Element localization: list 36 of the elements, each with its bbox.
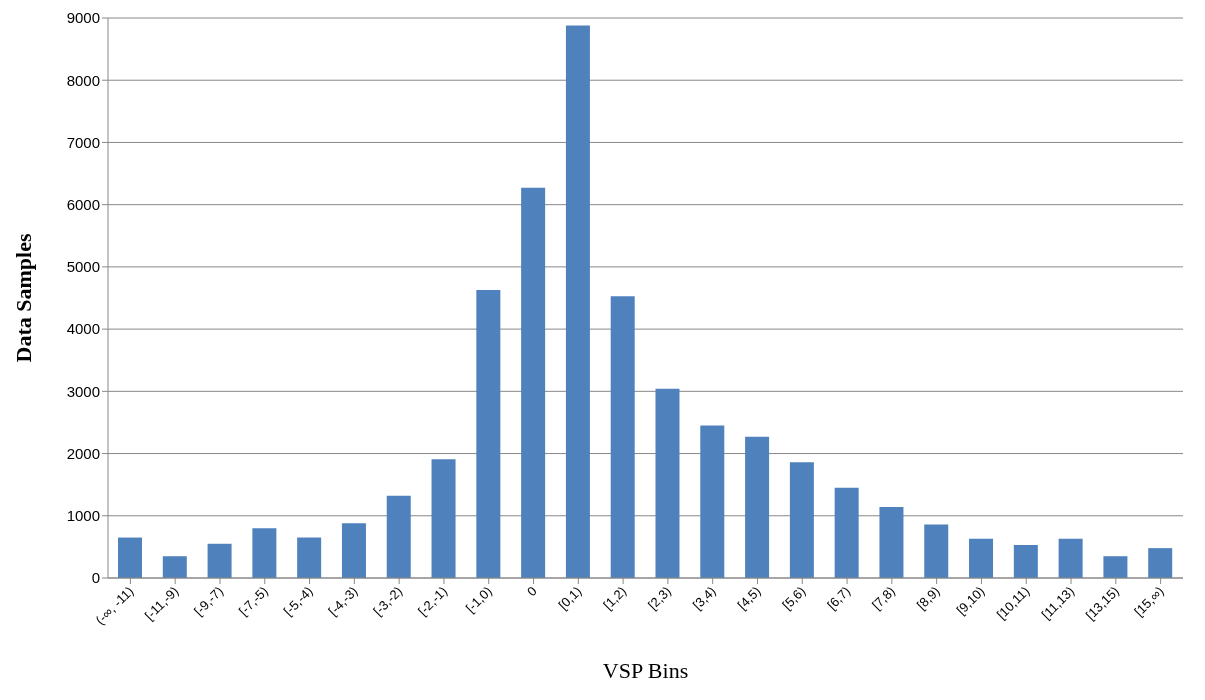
bar bbox=[969, 538, 994, 578]
y-tick-label: 1000 bbox=[66, 507, 100, 525]
y-tick-label: 9000 bbox=[66, 9, 100, 27]
x-tick-label: 0 bbox=[523, 583, 540, 600]
bar bbox=[924, 524, 949, 578]
bar bbox=[1103, 556, 1128, 578]
x-axis-title: VSP Bins bbox=[602, 658, 689, 683]
bar bbox=[834, 487, 859, 578]
bar bbox=[789, 462, 814, 578]
bar bbox=[1058, 538, 1083, 578]
bar bbox=[118, 537, 142, 578]
bar bbox=[207, 543, 232, 578]
bar bbox=[252, 528, 277, 578]
y-tick-label: 6000 bbox=[66, 195, 100, 213]
bar bbox=[1013, 545, 1038, 578]
bar bbox=[386, 495, 411, 578]
bar bbox=[610, 296, 635, 578]
y-tick-label: 7000 bbox=[66, 133, 100, 151]
bar bbox=[565, 25, 590, 578]
bar bbox=[297, 537, 322, 578]
bar bbox=[341, 523, 366, 578]
bar bbox=[700, 425, 725, 578]
y-axis-title: Data Samples bbox=[10, 233, 36, 363]
y-tick-label: 2000 bbox=[66, 444, 100, 462]
bar bbox=[655, 388, 680, 578]
y-tick-label: 4000 bbox=[66, 320, 100, 338]
y-tick-label: 8000 bbox=[66, 71, 100, 89]
bar bbox=[879, 507, 904, 578]
bar bbox=[521, 187, 546, 578]
bar bbox=[431, 459, 456, 578]
bar bbox=[476, 289, 501, 578]
bar bbox=[162, 556, 187, 578]
y-tick-label: 3000 bbox=[66, 382, 100, 400]
y-tick-label: 5000 bbox=[66, 258, 100, 276]
bar bbox=[745, 436, 770, 578]
bar bbox=[1148, 548, 1173, 578]
